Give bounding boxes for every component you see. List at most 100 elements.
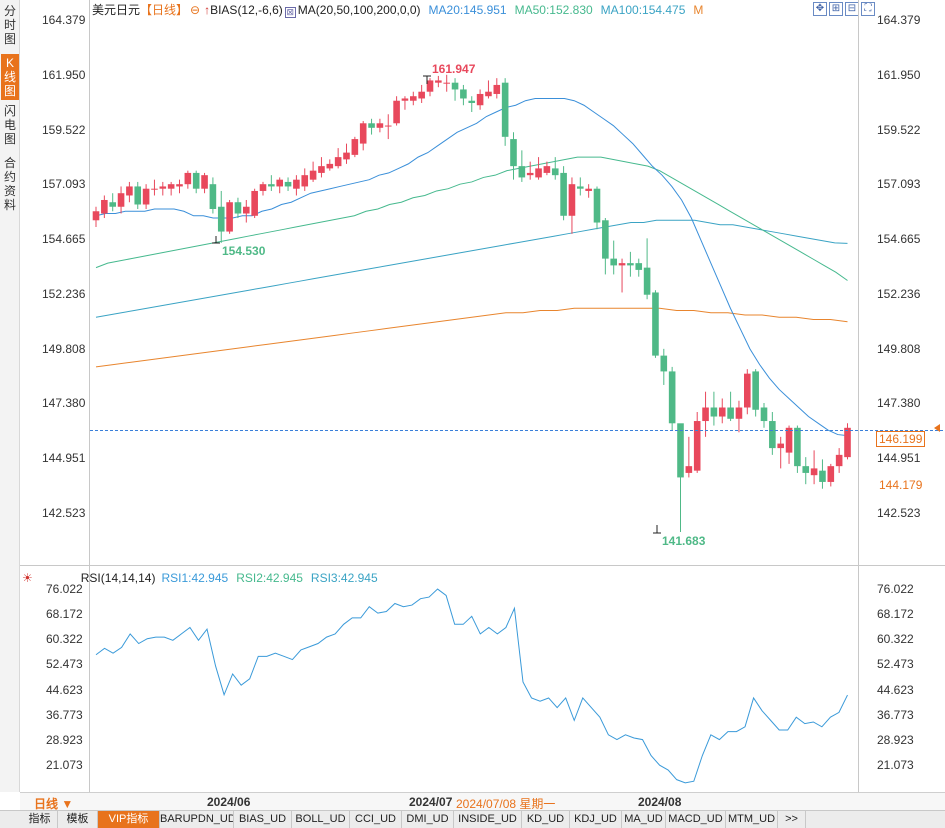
tab-bias-ud[interactable]: BIAS_UD bbox=[234, 811, 292, 828]
period-dropdown[interactable]: 日线 ▼ bbox=[34, 797, 74, 811]
rsi-tick-right: 52.473 bbox=[877, 657, 914, 672]
tab-kdj-ud[interactable]: KDJ_UD bbox=[570, 811, 622, 828]
side-tab-flash[interactable]: 闪电图 bbox=[3, 104, 16, 146]
y-tick-left: 159.522 bbox=[42, 122, 86, 137]
side-tab-kline[interactable]: K线图 bbox=[1, 54, 19, 100]
rsi3-value: RSI3:42.945 bbox=[310, 571, 378, 585]
candle bbox=[460, 84, 467, 106]
ma50-value: MA50:152.830 bbox=[514, 3, 593, 17]
candle bbox=[268, 175, 275, 191]
candle bbox=[593, 186, 601, 230]
ma200-line bbox=[95, 307, 848, 368]
period-selector[interactable]: 【日线】 bbox=[140, 3, 189, 17]
candle bbox=[819, 459, 826, 489]
candle bbox=[126, 181, 133, 203]
date-label-june: 2024/06 bbox=[207, 795, 251, 809]
candle bbox=[510, 132, 517, 180]
rsi-tick-left: 21.073 bbox=[46, 758, 83, 772]
tab-kd-ud[interactable]: KD_UD bbox=[522, 811, 570, 828]
tab-indicators[interactable]: 指标 bbox=[22, 811, 58, 828]
tab-vip-indicators[interactable]: VIP指标 bbox=[98, 811, 160, 828]
sun-icon[interactable]: ☀ bbox=[22, 571, 33, 585]
tab-cci-ud[interactable]: CCI_UD bbox=[350, 811, 402, 828]
fullscreen-icon[interactable]: ⛶ bbox=[861, 2, 875, 16]
candle bbox=[176, 179, 183, 194]
candle bbox=[627, 251, 634, 277]
candle bbox=[777, 436, 784, 469]
candle bbox=[326, 159, 334, 171]
tab-boll-ud[interactable]: BOLL_UD bbox=[292, 811, 350, 828]
date-label-july: 2024/07 bbox=[409, 795, 453, 809]
tab-more[interactable]: >> bbox=[778, 811, 806, 828]
candle bbox=[710, 391, 718, 426]
rsi1-value: RSI1:42.945 bbox=[161, 571, 229, 585]
candle bbox=[376, 118, 384, 133]
candle bbox=[835, 448, 843, 473]
tab-templates[interactable]: 模板 bbox=[58, 811, 98, 828]
y-tick-right: 149.808 bbox=[877, 341, 921, 356]
zoom-out-icon[interactable]: ⊟ bbox=[845, 2, 859, 16]
rsi-tick-left: 76.022 bbox=[46, 582, 83, 596]
candle bbox=[602, 218, 609, 275]
candle bbox=[435, 75, 442, 88]
candle bbox=[610, 240, 617, 275]
candle bbox=[501, 78, 509, 146]
zoom-in-icon[interactable]: ⊞ bbox=[829, 2, 843, 16]
candle bbox=[159, 181, 167, 196]
current-price-tag: 146.199 bbox=[876, 431, 926, 447]
candle bbox=[359, 121, 367, 151]
rsi-tick-right: 21.073 bbox=[877, 758, 914, 772]
candle bbox=[727, 391, 734, 422]
candle bbox=[92, 206, 100, 228]
ma100-value: MA100:154.475 bbox=[600, 3, 686, 17]
side-tab-contract-info[interactable]: 合约资料 bbox=[3, 156, 16, 212]
candle bbox=[142, 184, 150, 210]
candle bbox=[451, 78, 459, 101]
candle bbox=[518, 150, 526, 182]
candle bbox=[660, 348, 668, 385]
rsi-tick-right: 68.172 bbox=[877, 607, 914, 622]
candle bbox=[309, 161, 317, 182]
tab-ma-ud[interactable]: MA_UD bbox=[622, 811, 666, 828]
tab-mtm-ud[interactable]: MTM_UD bbox=[726, 811, 778, 828]
low-annotation-right: 141.683 bbox=[662, 534, 706, 548]
candle bbox=[243, 199, 250, 223]
candle bbox=[192, 170, 200, 194]
candle bbox=[551, 157, 559, 180]
rsi-line bbox=[95, 588, 848, 784]
rsi-tick-right: 60.322 bbox=[877, 632, 914, 647]
gear-icon[interactable]: ⊖ bbox=[190, 3, 201, 17]
candle bbox=[643, 238, 651, 300]
tab-macd-ud[interactable]: MACD_UD bbox=[666, 811, 726, 828]
candle bbox=[101, 195, 108, 219]
bias-label[interactable]: BIAS(12,-6,6) bbox=[210, 3, 283, 17]
side-tab-timeshare[interactable]: 分时图 bbox=[3, 4, 16, 46]
y-tick-right: 159.522 bbox=[877, 122, 921, 137]
candle bbox=[493, 78, 501, 99]
main-legend: 美元日元【日线】 ⊖ ↑BIAS(12,-6,6) ⊠ MA(20,50,100,200… bbox=[92, 2, 703, 18]
candle bbox=[526, 161, 534, 180]
candle bbox=[802, 457, 810, 485]
y-tick-left: 164.379 bbox=[42, 13, 86, 27]
candle bbox=[384, 114, 392, 140]
ma-toggle-icon[interactable]: ⊠ bbox=[284, 7, 296, 18]
candle bbox=[560, 166, 567, 221]
tab-barupdn-ud[interactable]: BARUPDN_UD bbox=[160, 811, 234, 828]
tab-dmi-ud[interactable]: DMI_UD bbox=[402, 811, 454, 828]
y-tick-right: 152.236 bbox=[877, 286, 921, 301]
candle bbox=[718, 398, 726, 424]
candle bbox=[184, 170, 192, 189]
crosshair-icon[interactable]: ✥ bbox=[813, 2, 827, 16]
y-tick-right: 142.523 bbox=[877, 506, 921, 520]
y-tick-right: 164.379 bbox=[877, 13, 921, 27]
ma-label[interactable]: MA(20,50,100,200,0,0) bbox=[297, 3, 421, 17]
rsi-label[interactable]: RSI(14,14,14) bbox=[80, 571, 156, 585]
candle bbox=[217, 190, 225, 243]
bottom-price-tag: 144.179 bbox=[876, 477, 926, 493]
side-tab-strip: 分时图 K线图 闪电图 合约资料 bbox=[0, 0, 20, 792]
ma50-line bbox=[95, 156, 848, 281]
candle bbox=[685, 436, 693, 478]
tab-inside-ud[interactable]: INSIDE_UD bbox=[454, 811, 522, 828]
y-tick-left: 152.236 bbox=[42, 286, 86, 301]
